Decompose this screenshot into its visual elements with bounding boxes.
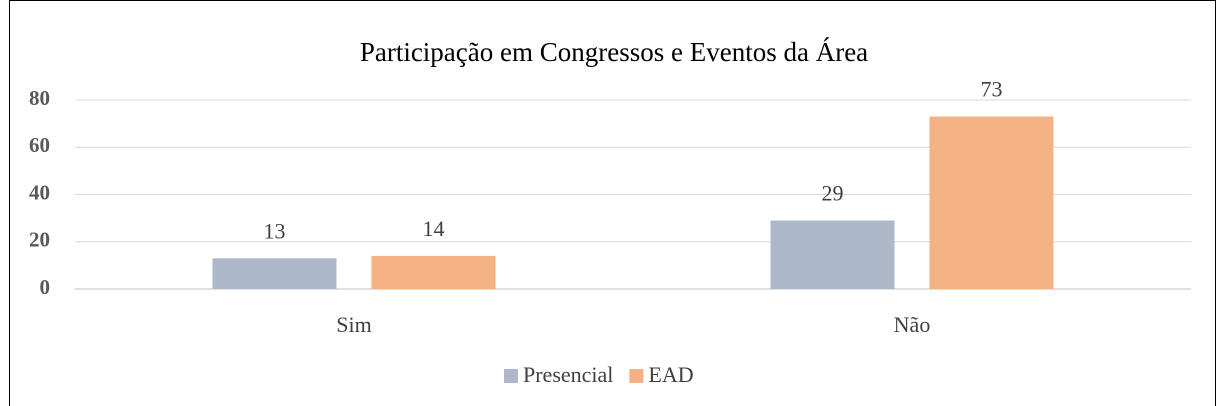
chart-title: Participação em Congressos e Eventos da … [360,37,868,67]
bar [212,258,337,289]
x-tick-label: Sim [336,312,371,337]
y-tick-label: 0 [40,275,51,299]
legend-swatch [504,369,518,383]
bar [929,116,1054,289]
y-tick-label: 80 [29,86,50,110]
y-tick-label: 60 [29,133,50,157]
y-tick-label: 20 [29,228,50,252]
bar [371,255,496,289]
data-label: 73 [981,77,1003,102]
data-label: 14 [423,216,445,241]
legend-label: Presencial [523,362,613,387]
y-tick-label: 40 [29,180,50,204]
legend-swatch [629,369,644,383]
legend-label: EAD [648,362,693,387]
x-tick-label: Não [894,312,931,337]
data-label: 29 [822,181,844,206]
data-label: 13 [264,218,286,243]
bar [770,220,895,289]
